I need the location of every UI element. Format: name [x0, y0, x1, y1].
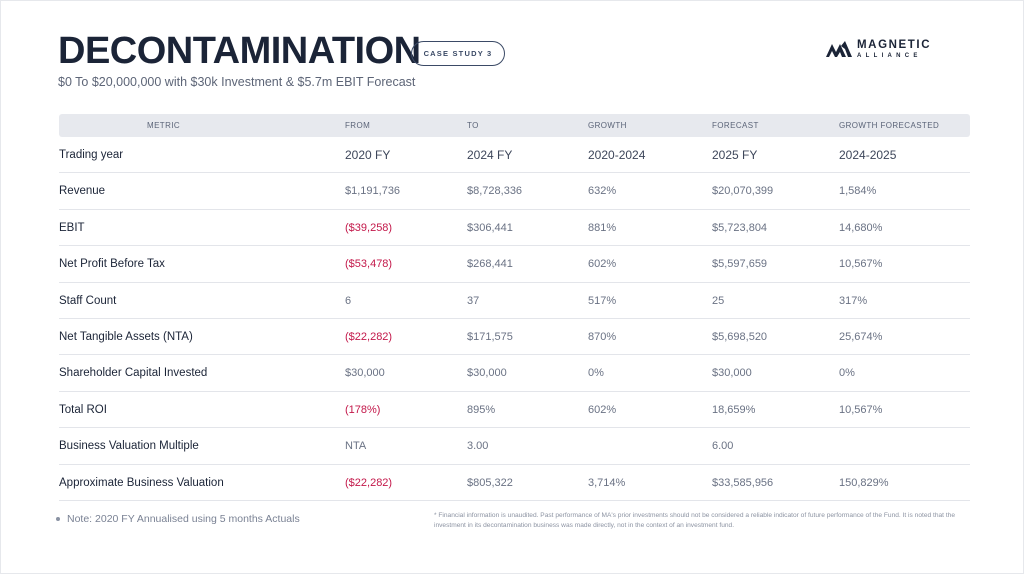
cell-from: 6 — [345, 294, 352, 307]
cell-from: ($53,478) — [345, 258, 393, 271]
magnetic-alliance-logo: MAGNETIC ALLIANCE — [826, 39, 932, 59]
cell-to: $268,441 — [467, 258, 513, 271]
cell-growth-forecasted: 0% — [839, 367, 855, 380]
column-header-growth: GROWTH — [588, 121, 627, 130]
cell-to: $306,441 — [467, 221, 513, 234]
disclaimer: * Financial information is unaudited. Pa… — [434, 512, 955, 529]
cell-from: $1,191,736 — [345, 185, 401, 198]
logo-word-magnetic: MAGNETIC — [857, 39, 932, 51]
cell-forecast: $5,698,520 — [712, 330, 768, 343]
cell-growth: 517% — [588, 294, 617, 307]
cell-metric: Net Profit Before Tax — [59, 258, 165, 271]
cell-growth-forecasted: 317% — [839, 294, 868, 307]
metrics-table: METRIC FROM TO GROWTH FORECAST GROWTH FO… — [59, 114, 970, 501]
logo-text: MAGNETIC ALLIANCE — [857, 39, 932, 59]
table-row: Trading year 2020 FY 2024 FY 2020-2024 2025 … — [59, 137, 970, 174]
table-row: Revenue $1,191,736 $8,728,336 632% $20,070,3… — [59, 173, 970, 210]
cell-forecast: 18,659% — [712, 403, 756, 416]
bullet-icon — [56, 517, 60, 521]
cell-forecast: $5,723,804 — [712, 221, 768, 234]
cell-growth: 2020-2024 — [588, 148, 646, 162]
table-row: Total ROI (178%) 895% 602% 18,659% 10,567% — [59, 392, 970, 429]
cell-growth: 881% — [588, 221, 617, 234]
footnote-text: Note: 2020 FY Annualised using 5 months … — [67, 513, 300, 525]
column-header-growth-forecasted: GROWTH FORECASTED — [839, 121, 940, 130]
cell-metric: Total ROI — [59, 403, 107, 416]
cell-to: $805,322 — [467, 476, 513, 489]
cell-from: NTA — [345, 440, 367, 453]
cell-from: ($39,258) — [345, 221, 393, 234]
cell-growth: 870% — [588, 330, 617, 343]
footnote: Note: 2020 FY Annualised using 5 months … — [56, 513, 300, 525]
cell-forecast: $20,070,399 — [712, 185, 774, 198]
table-header: METRIC FROM TO GROWTH FORECAST GROWTH FO… — [59, 114, 970, 137]
magnetic-alliance-mountain-logo-icon — [826, 41, 852, 58]
cell-forecast: 6.00 — [712, 440, 734, 453]
page-subtitle: $0 To $20,000,000 with $30k Investment &… — [58, 75, 416, 89]
table-row: Net Profit Before Tax ($53,478) $268,441 60… — [59, 246, 970, 283]
cell-to: $30,000 — [467, 367, 507, 380]
cell-forecast: 2025 FY — [712, 148, 758, 162]
cell-growth: 602% — [588, 258, 617, 271]
cell-to: $171,575 — [467, 330, 513, 343]
cell-metric: Revenue — [59, 185, 106, 198]
table-row: Approximate Business Valuation ($22,282) $… — [59, 465, 970, 501]
table-row: EBIT ($39,258) $306,441 881% $5,723,804 14,68… — [59, 210, 970, 247]
logo-word-alliance: ALLIANCE — [857, 52, 922, 59]
cell-from: 2020 FY — [345, 148, 391, 162]
cell-metric: Trading year — [59, 149, 124, 161]
table-row: Net Tangible Assets (NTA) ($22,282) $171,5… — [59, 319, 970, 356]
column-header-from: FROM — [345, 121, 371, 130]
cell-forecast: $5,597,659 — [712, 258, 768, 271]
table-body: Trading year 2020 FY 2024 FY 2020-2024 2025 … — [59, 137, 970, 501]
cell-to: 895% — [467, 403, 496, 416]
cell-to: 37 — [467, 294, 480, 307]
cell-to: $8,728,336 — [467, 185, 523, 198]
cell-growth-forecasted: 10,567% — [839, 258, 883, 271]
cell-metric: Approximate Business Valuation — [59, 476, 224, 489]
table-row: Staff Count 6 37 517% 25 317% — [59, 283, 970, 319]
cell-from: ($22,282) — [345, 330, 393, 343]
cell-growth: 632% — [588, 185, 617, 198]
cell-from: $30,000 — [345, 367, 385, 380]
cell-metric: Business Valuation Multiple — [59, 440, 199, 453]
cell-metric: Net Tangible Assets (NTA) — [59, 330, 193, 343]
case-study-badge: CASE STUDY 3 — [411, 41, 505, 66]
table-row: Shareholder Capital Invested $30,000 $30,0… — [59, 355, 970, 392]
column-header-forecast: FORECAST — [712, 121, 759, 130]
table-row: Business Valuation Multiple NTA 3.00 6.00 — [59, 428, 970, 465]
column-header-to: TO — [467, 121, 479, 130]
page-title: DECONTAMINATION — [58, 30, 421, 72]
cell-growth-forecasted: 150,829% — [839, 476, 889, 489]
cell-metric: EBIT — [59, 221, 85, 234]
column-header-metric: METRIC — [147, 121, 181, 130]
cell-to: 2024 FY — [467, 148, 513, 162]
cell-growth-forecasted: 2024-2025 — [839, 148, 897, 162]
cell-to: 3.00 — [467, 440, 489, 453]
cell-forecast: $33,585,956 — [712, 476, 774, 489]
cell-growth: 0% — [588, 367, 604, 380]
cell-growth-forecasted: 14,680% — [839, 221, 883, 234]
cell-growth-forecasted: 10,567% — [839, 403, 883, 416]
cell-forecast: $30,000 — [712, 367, 752, 380]
cell-growth: 3,714% — [588, 476, 626, 489]
cell-metric: Shareholder Capital Invested — [59, 367, 208, 380]
cell-from: (178%) — [345, 403, 381, 416]
cell-forecast: 25 — [712, 294, 725, 307]
cell-growth-forecasted: 1,584% — [839, 185, 877, 198]
cell-growth: 602% — [588, 403, 617, 416]
cell-growth-forecasted: 25,674% — [839, 330, 883, 343]
cell-metric: Staff Count — [59, 294, 117, 307]
cell-from: ($22,282) — [345, 476, 393, 489]
